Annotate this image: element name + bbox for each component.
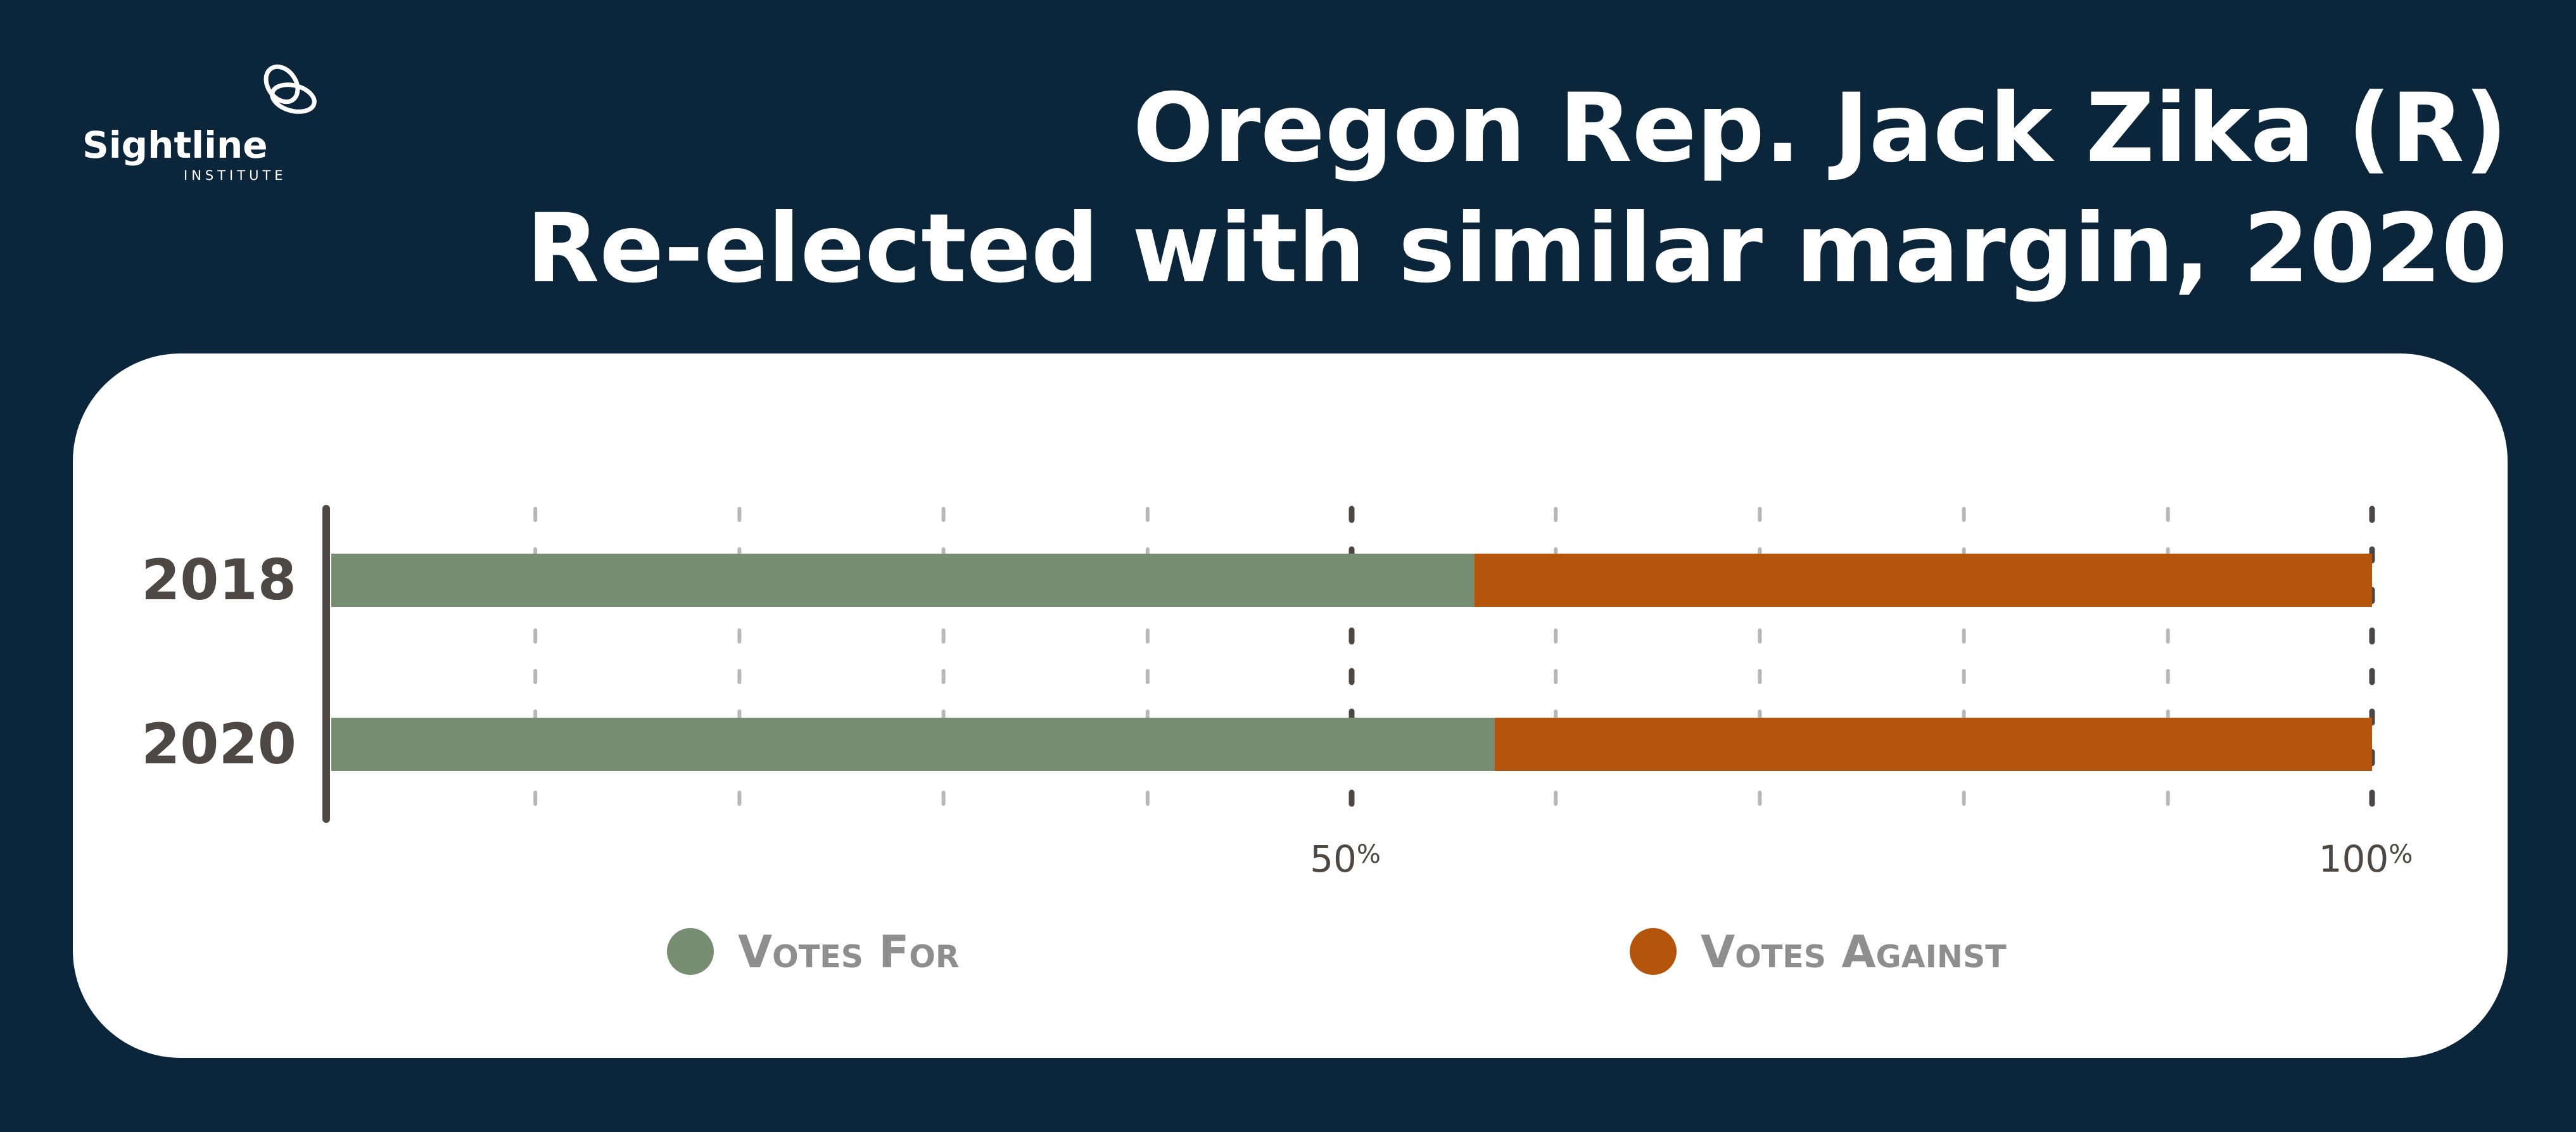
title-line-2: Re-elected with similar margin, 2020 — [526, 194, 2508, 304]
legend-label-votes-for: Votes For — [738, 926, 960, 978]
tick-labels: 50% 100% — [1310, 837, 2413, 881]
bar-2018-votes-against — [1474, 554, 2372, 607]
category-label-2020: 2020 — [141, 711, 296, 777]
tick-label-100: 100% — [2319, 837, 2413, 881]
chart-title: Oregon Rep. Jack Zika (R) Re-elected wit… — [526, 68, 2508, 309]
category-label-2018: 2018 — [141, 547, 296, 613]
sightline-logo: Sightline INSTITUTE — [82, 60, 317, 187]
bar-2018-votes-for — [331, 554, 1475, 607]
logo-subtitle: INSTITUTE — [184, 168, 287, 183]
logo-name: Sightline — [82, 124, 268, 167]
category-labels: 2018 2020 — [141, 547, 296, 777]
bar-2020-votes-against — [1494, 718, 2372, 771]
title-line-1: Oregon Rep. Jack Zika (R) — [1133, 73, 2508, 184]
legend: Votes For Votes Against — [667, 926, 2007, 978]
legend-label-votes-against: Votes Against — [1701, 926, 2007, 978]
bars — [331, 554, 2372, 771]
chart-card: 2018 2020 50% 100% Votes For Votes Against — [73, 353, 2508, 1058]
logo-mark-icon — [263, 64, 317, 114]
bar-2020-votes-for — [331, 718, 1495, 771]
legend-swatch-votes-for — [667, 928, 714, 975]
tick-label-50: 50% — [1310, 837, 1381, 881]
legend-swatch-votes-against — [1630, 928, 1677, 975]
bar-chart: 2018 2020 50% 100% Votes For Votes Against — [141, 505, 2413, 978]
